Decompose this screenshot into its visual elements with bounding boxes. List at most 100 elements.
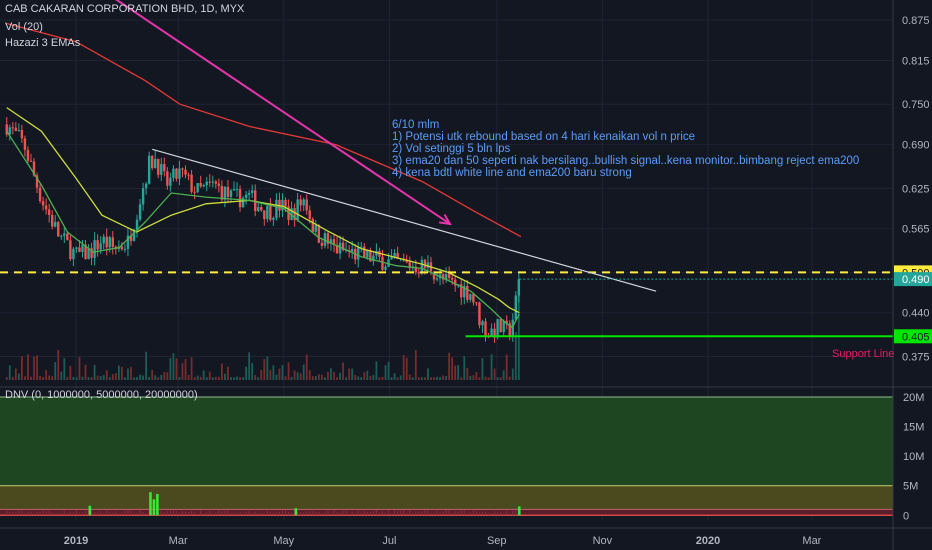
volume-bar	[66, 376, 69, 380]
volume-legend[interactable]: Vol (20)	[5, 21, 43, 33]
dnv-bar	[106, 510, 108, 516]
volume-bar	[342, 362, 344, 380]
volume-bar	[227, 366, 229, 380]
candle-body	[460, 284, 463, 298]
candle-body	[187, 174, 190, 176]
volume-bar	[42, 376, 45, 380]
dnv-legend[interactable]: DNV (0, 1000000, 5000000, 20000000)	[5, 389, 198, 401]
candle-body	[87, 248, 90, 260]
candle-body	[281, 199, 284, 211]
volume-bar	[384, 365, 387, 380]
candle-body	[217, 183, 221, 186]
dnv-bar	[281, 510, 284, 516]
candle-body	[338, 242, 342, 254]
candle-body	[275, 199, 278, 218]
candle-body	[511, 319, 514, 337]
dnv-bar	[345, 510, 347, 516]
candle-body	[247, 193, 251, 195]
volume-bar	[272, 365, 275, 380]
candle-body	[417, 272, 421, 274]
volume-bar	[30, 376, 32, 380]
volume-bar	[481, 358, 484, 380]
volume-bar	[414, 349, 417, 380]
dnv-bar	[287, 511, 290, 516]
chart-title: CAB CAKARAN CORPORATION BHD, 1D, MYX	[5, 3, 245, 15]
candle-body	[454, 279, 457, 286]
dnv-bar	[278, 511, 281, 516]
dnv-bar	[369, 511, 371, 516]
dnv-bar	[127, 510, 129, 516]
volume-bar	[508, 376, 511, 380]
volume-bar	[127, 368, 129, 380]
candle-body	[420, 259, 424, 274]
volume-bar	[354, 374, 357, 380]
dnv-band	[0, 485, 893, 510]
dnv-spike-bar	[149, 492, 152, 516]
volume-bar	[269, 369, 272, 380]
candle-body	[141, 188, 145, 205]
dnv-bar	[18, 510, 20, 516]
dnv-bar	[500, 511, 502, 516]
candle-body	[266, 206, 269, 220]
volume-bar	[302, 364, 305, 380]
dnv-bar	[372, 511, 374, 516]
dnv-bar	[39, 511, 41, 516]
candle-body	[478, 302, 481, 326]
dnv-bar	[315, 512, 317, 516]
volume-bar	[290, 376, 293, 380]
dnv-tick-label: 15M	[903, 422, 924, 434]
volume-bar	[39, 375, 41, 380]
dnv-tick-label: 5M	[903, 481, 918, 493]
volume-bar	[281, 365, 284, 380]
candle-body	[32, 161, 36, 176]
analysis-note[interactable]: 6/10 mlm 1) Potensi utk rebound based on…	[392, 119, 859, 179]
candle-body	[441, 274, 445, 280]
volume-bar	[90, 377, 93, 380]
dnv-bar	[172, 510, 174, 516]
candle-body	[341, 242, 345, 251]
volume-bar	[245, 366, 248, 380]
volume-bar	[369, 375, 372, 380]
candle-body	[181, 168, 184, 170]
candle-body	[154, 158, 157, 169]
dnv-bar	[466, 513, 468, 516]
support-tag-label: 0.405	[902, 331, 930, 343]
dnv-bar	[15, 511, 17, 516]
volume-bar	[333, 371, 335, 380]
dnv-bar	[427, 510, 429, 516]
volume-bar	[420, 377, 423, 380]
dnv-bar	[390, 513, 393, 516]
price-tick-label: 0.565	[902, 224, 930, 236]
dnv-bar	[230, 513, 232, 516]
dnv-bar	[200, 510, 202, 516]
volume-bar	[320, 374, 323, 380]
dnv-bar	[351, 511, 353, 516]
dnv-spike-bar	[88, 505, 92, 516]
dnv-bar	[181, 511, 184, 516]
volume-bar	[478, 377, 481, 380]
dnv-bar	[160, 510, 162, 516]
dnv-bar	[103, 512, 105, 516]
candle-body	[178, 168, 181, 179]
candle-body	[396, 252, 399, 259]
ema-legend[interactable]: Hazazi 3 EMAs	[5, 37, 81, 49]
candle-body	[393, 252, 396, 257]
dnv-bar	[387, 510, 390, 516]
volume-bar	[224, 373, 226, 380]
volume-bar	[360, 377, 363, 380]
candle-body	[175, 168, 178, 179]
dnv-bar	[303, 512, 305, 516]
candle-body	[363, 246, 366, 258]
volume-bar	[314, 376, 317, 380]
candle-body	[366, 250, 369, 258]
volume-bar	[487, 377, 490, 380]
candle-body	[466, 286, 469, 300]
candle-body	[496, 319, 499, 338]
candle-body	[60, 235, 63, 237]
dnv-bar	[266, 510, 268, 516]
candle-body	[405, 260, 408, 263]
ema200-line	[6, 22, 522, 238]
volume-bar	[433, 377, 435, 380]
volume-bar	[14, 368, 17, 380]
